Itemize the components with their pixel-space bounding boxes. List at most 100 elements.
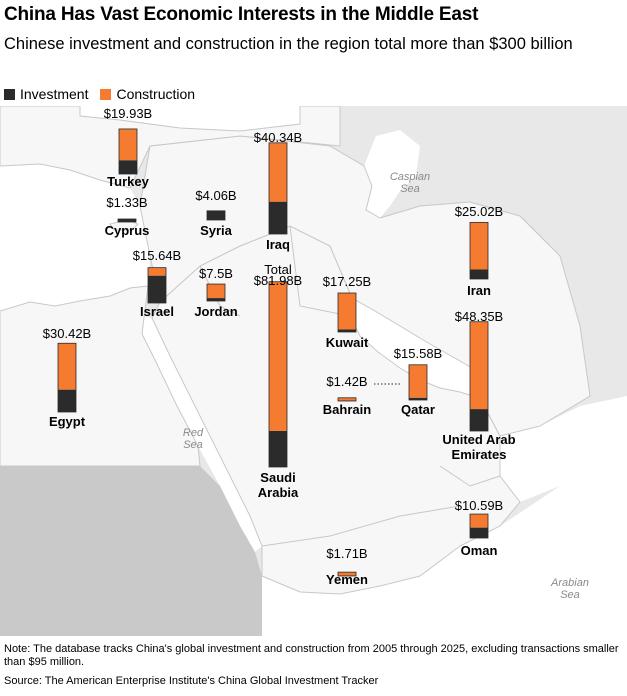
bar-investment-united-arab-emirates: [470, 409, 488, 431]
value-label-yemen: $1.71B: [326, 546, 367, 561]
bar-outline-egypt: [57, 342, 77, 413]
bar-outline-oman: [469, 513, 489, 539]
bar-construction-turkey: [119, 128, 137, 161]
bar-investment-iran: [470, 269, 488, 279]
value-label-bahrain: $1.42B: [326, 374, 367, 389]
value-label-syria: $4.06B: [195, 188, 236, 203]
red-sea: [140, 316, 262, 552]
bar-construction-iran: [470, 222, 488, 270]
value-label-oman: $10.59B: [455, 498, 503, 513]
bar-layer: $19.93B Turkey $1.33B Cyprus $4.06B Syria $40.…: [43, 106, 516, 587]
bar-outline-iran: [469, 222, 489, 280]
chart-source: Source: The American Enterprise Institut…: [4, 675, 379, 687]
value-label-jordan: $7.5B: [199, 266, 233, 281]
country-label-united-arab-emirates-2: Emirates: [452, 447, 507, 462]
value-label-united-arab-emirates: $48.35B: [455, 309, 503, 324]
bar-investment-turkey: [119, 160, 137, 174]
bar-construction-yemen: [338, 572, 356, 576]
bar-investment-egypt: [58, 389, 76, 412]
legend-item-construction: Construction: [100, 86, 195, 102]
bar-construction-saudi-arabia: [269, 281, 287, 431]
country-label-oman: Oman: [461, 543, 498, 558]
bar-investment-jordan: [207, 298, 225, 301]
border-oman-uae: [439, 465, 501, 487]
bar-construction-kuwait: [338, 293, 356, 330]
chart-note: Note: The database tracks China's global…: [4, 643, 619, 668]
water-label-caspian-2: Sea: [400, 183, 420, 195]
bar-outline-saudi-arabia: [268, 281, 288, 468]
value-label-turkey: $19.93B: [104, 106, 152, 121]
border-iraq-saudi: [289, 225, 351, 317]
bar-construction-oman: [470, 514, 488, 528]
bar-outline-turkey: [118, 128, 138, 175]
turkey-land: [0, 106, 341, 189]
country-label-egypt: Egypt: [49, 414, 86, 429]
bar-outline-yemen: [337, 571, 357, 577]
water-label-arabian: Arabian: [550, 577, 589, 589]
country-label-syria: Syria: [200, 223, 233, 238]
chart-title: China Has Vast Economic Interests in the…: [4, 4, 479, 25]
border-yemen: [261, 505, 461, 547]
bar-outline-bahrain: [337, 397, 357, 402]
bar-outline-united-arab-emirates: [469, 321, 489, 432]
bar-outline-kuwait: [337, 292, 357, 333]
legend-swatch-investment: [4, 88, 15, 100]
legend-swatch-construction: [100, 88, 112, 100]
map-chart: Caspian Sea Red Sea Arabian Sea $19.93B T…: [0, 106, 627, 636]
value-label-israel: $15.64B: [133, 248, 181, 263]
egypt-land: [0, 285, 201, 467]
water-label-red: Red: [183, 427, 204, 439]
bar-outline-israel: [147, 267, 167, 304]
bar-construction-united-arab-emirates: [470, 321, 488, 410]
chart-subtitle: Chinese investment and construction in t…: [4, 35, 573, 53]
bar-outline-qatar: [408, 364, 428, 401]
value-label-iran: $25.02B: [455, 204, 503, 219]
black-sea: [80, 106, 300, 131]
persian-gulf: [350, 298, 482, 398]
bar-investment-cyprus: [118, 218, 136, 222]
water-label-arabian-2: Sea: [560, 589, 580, 601]
value-label-qatar: $15.58B: [394, 346, 442, 361]
bar-outline-cyprus: [117, 218, 137, 223]
bar-investment-saudi-arabia: [269, 430, 287, 467]
value-label-saudi-arabia: $81.98B: [254, 273, 302, 288]
bar-construction-bahrain: [338, 397, 356, 401]
country-label-iraq: Iraq: [266, 237, 290, 252]
country-label-saudi-arabia: Saudi: [260, 470, 295, 485]
country-label-jordan: Jordan: [194, 304, 237, 319]
country-label-saudi-arabia-2: Arabia: [258, 485, 299, 500]
arabian-sea: [262, 466, 627, 636]
total-label-saudi-arabia: Total: [264, 262, 292, 277]
country-label-iran: Iran: [467, 283, 491, 298]
value-label-egypt: $30.42B: [43, 326, 91, 341]
bar-investment-qatar: [409, 397, 427, 400]
water-label-caspian: Caspian: [390, 171, 430, 183]
bar-outline-syria: [206, 210, 226, 221]
country-label-israel: Israel: [140, 304, 174, 319]
bar-investment-syria: [207, 210, 225, 220]
legend-label-construction: Construction: [116, 86, 196, 102]
border-jordan: [199, 265, 241, 317]
africa-outside: [0, 466, 262, 636]
bar-outline-jordan: [206, 283, 226, 302]
bar-construction-jordan: [207, 284, 225, 299]
gulf-of-oman: [500, 396, 627, 502]
mediterranean-sea: [0, 164, 150, 311]
legend-label-investment: Investment: [20, 86, 89, 102]
country-label-kuwait: Kuwait: [326, 335, 369, 350]
bar-investment-oman: [470, 527, 488, 538]
country-label-yemen: Yemen: [326, 572, 368, 587]
bar-construction-israel: [148, 267, 166, 276]
country-label-qatar: Qatar: [401, 402, 435, 417]
country-label-bahrain: Bahrain: [323, 402, 371, 417]
bar-investment-iraq: [269, 201, 287, 234]
country-label-turkey: Turkey: [107, 174, 149, 189]
country-label-united-arab-emirates: United Arab: [442, 432, 515, 447]
bar-outline-iraq: [268, 142, 288, 235]
country-label-cyprus: Cyprus: [105, 223, 150, 238]
bar-investment-israel: [148, 275, 166, 303]
value-label-cyprus: $1.33B: [106, 195, 147, 210]
bar-construction-qatar: [409, 364, 427, 398]
caspian-sea: [364, 130, 420, 218]
